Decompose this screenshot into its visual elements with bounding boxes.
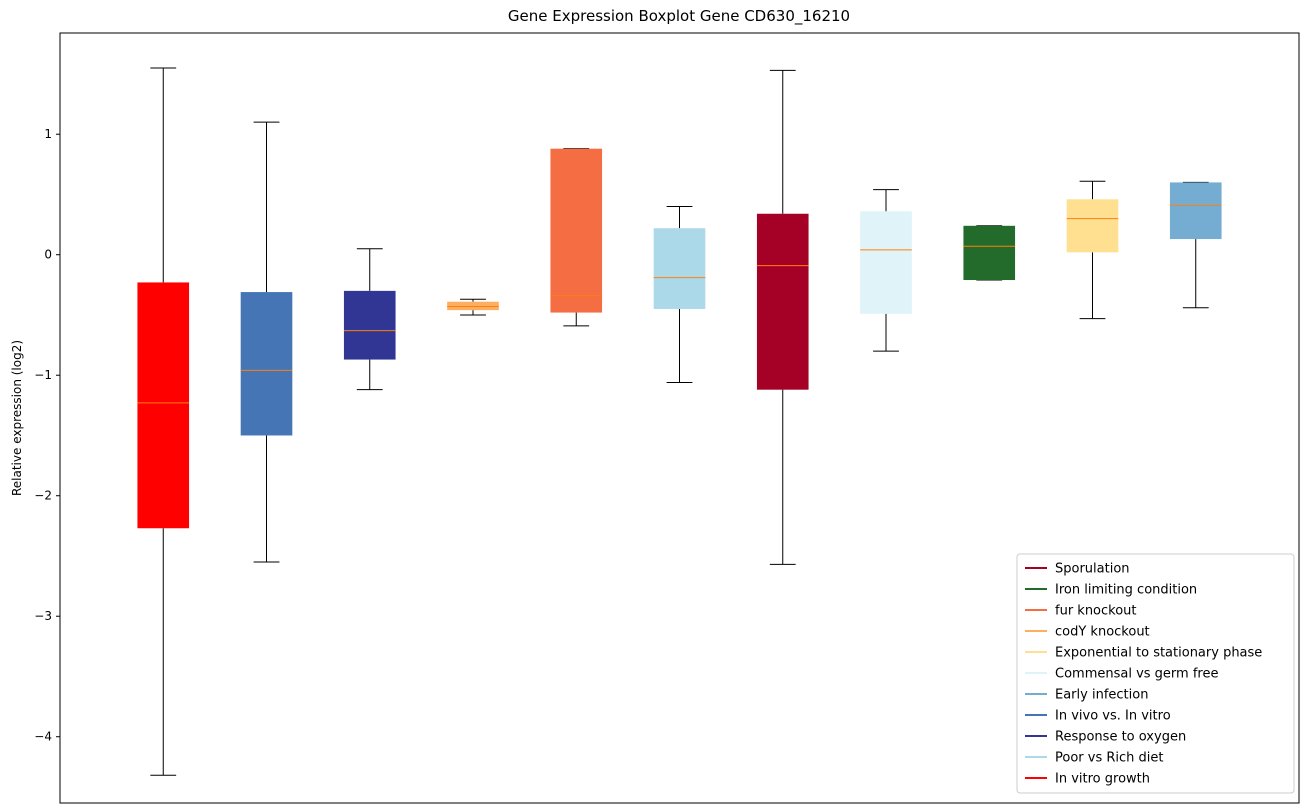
y-tick-label: 1 (44, 127, 52, 141)
box-poor-vs-rich-diet (653, 206, 706, 383)
legend-label: Commensal vs germ free (1055, 667, 1218, 682)
y-tick-label: −2 (34, 489, 52, 503)
boxes-layer (137, 67, 1222, 776)
box-cody-knockout (447, 298, 499, 316)
legend: Sporulation Iron limiting condition fur kn… (1016, 553, 1295, 794)
y-tick-label: −3 (34, 609, 52, 623)
box-exponential-to-stationary-phase (1066, 180, 1119, 320)
legend-label: Response to oxygen (1055, 730, 1186, 745)
legend-label: fur knockout (1055, 604, 1137, 619)
legend-label: Sporulation (1055, 562, 1130, 577)
box-sporulation (756, 69, 809, 565)
box-response-to-oxygen (343, 248, 396, 391)
legend-label: In vitro growth (1055, 772, 1150, 787)
box-body (963, 225, 1016, 281)
legend-label: Iron limiting condition (1055, 583, 1197, 598)
box-fur-knockout (550, 148, 603, 327)
box-body (653, 228, 706, 309)
box-body (550, 148, 603, 313)
box-body (447, 301, 499, 311)
plot-frame (59, 32, 1300, 804)
box-body (860, 211, 912, 314)
box-body (343, 290, 396, 360)
y-tick-label: 0 (44, 248, 52, 262)
legend-label: Early infection (1055, 688, 1148, 703)
y-axis-label: Relative expression (log2) (10, 340, 24, 496)
box-body (1066, 199, 1119, 253)
y-tick-label: −1 (34, 368, 52, 382)
box-body (1169, 182, 1222, 240)
box-in-vitro-growth (137, 67, 190, 776)
box-early-infection (1169, 181, 1222, 309)
legend-label: Exponential to stationary phase (1055, 646, 1262, 661)
y-axis: 1 0 −1 −2 −3 −4 (34, 127, 60, 744)
legend-label: codY knockout (1055, 625, 1150, 640)
legend-label: In vivo vs. In vitro (1055, 709, 1171, 724)
box-in-vivo-vs-in-vitro (240, 121, 293, 563)
box-commensal-vs-germ-free (860, 189, 912, 352)
box-body (137, 282, 190, 529)
chart-title: Gene Expression Boxplot Gene CD630_16210 (508, 7, 850, 26)
legend-label: Poor vs Rich diet (1055, 751, 1163, 766)
y-tick-label: −4 (34, 730, 52, 744)
box-body (756, 213, 809, 390)
legend-frame (1016, 553, 1295, 794)
box-iron-limiting-condition (963, 225, 1016, 281)
box-body (240, 292, 293, 436)
